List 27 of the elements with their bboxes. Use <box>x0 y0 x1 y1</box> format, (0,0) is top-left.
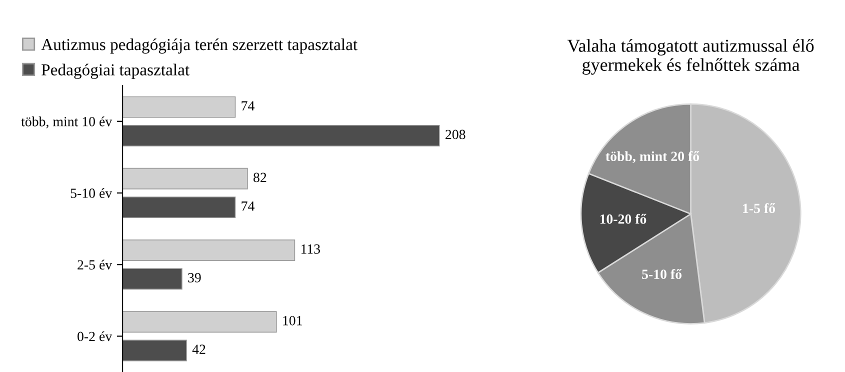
legend-label: Autizmus pedagógiája terén szerzett tapasztalat <box>41 38 358 54</box>
bar <box>122 311 277 333</box>
bar <box>122 240 296 261</box>
y-tick-label: 5-10 év <box>70 188 112 198</box>
legend-label: Pedagógiai tapasztalat <box>42 64 190 79</box>
bar <box>122 196 236 218</box>
chart-title: Valaha támogatott autizmussal élő gyermekek és felnőttek száma <box>567 39 814 75</box>
slice-label: 10-20 fő <box>600 214 646 224</box>
data-label: 208 <box>446 130 466 140</box>
data-label: 74 <box>242 201 254 211</box>
bar <box>122 168 248 190</box>
slice-label: 5-10 fő <box>642 269 682 279</box>
bar <box>122 268 182 290</box>
data-label: 113 <box>301 244 320 254</box>
bar <box>122 124 440 146</box>
bar <box>122 340 187 362</box>
slice-label: 1-5 fő <box>743 203 776 214</box>
bar <box>122 96 236 118</box>
y-tick-label: több, mint 10 év <box>21 116 112 128</box>
data-label: 39 <box>188 273 201 282</box>
data-label: 82 <box>254 172 266 182</box>
data-label: 101 <box>283 316 302 326</box>
y-tick-label: 2-5 év <box>78 260 112 270</box>
data-label: 74 <box>242 101 254 110</box>
data-label: 42 <box>192 344 206 354</box>
slice-label: több, mint 20 fő <box>606 151 700 164</box>
y-tick-label: 0-2 év <box>78 331 112 342</box>
